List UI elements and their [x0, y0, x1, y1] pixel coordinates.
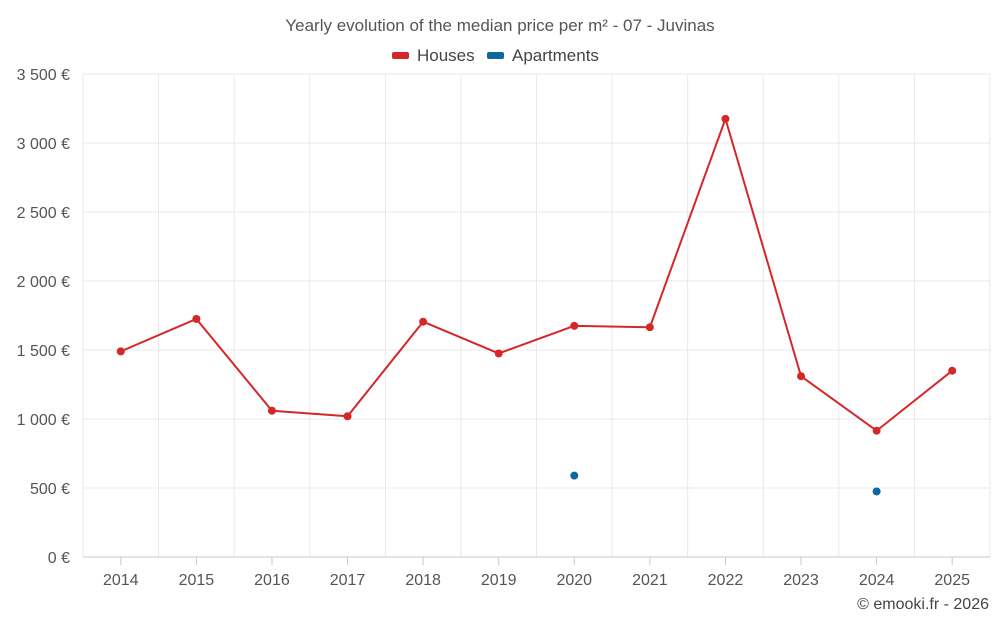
y-tick-label: 3 000 €: [17, 136, 70, 153]
data-point-houses[interactable]: [267, 406, 276, 415]
legend-item-apartments[interactable]: Apartments: [487, 46, 599, 65]
x-tick-label: 2016: [254, 572, 290, 589]
credit-text: © emooki.fr - 2026: [857, 596, 989, 613]
x-tick-label: 2014: [103, 572, 139, 589]
y-tick-label: 1 000 €: [17, 412, 70, 429]
data-point-houses[interactable]: [948, 366, 957, 375]
legend: Houses Apartments: [392, 46, 599, 65]
y-tick-label: 2 500 €: [17, 205, 70, 222]
legend-label-houses: Houses: [417, 46, 475, 65]
chart-title: Yearly evolution of the median price per…: [285, 16, 714, 35]
y-tick-label: 3 500 €: [17, 67, 70, 84]
legend-swatch-apartments: [487, 52, 504, 59]
data-point-houses[interactable]: [494, 349, 503, 358]
data-point-houses[interactable]: [645, 323, 654, 332]
series: [116, 114, 957, 496]
data-point-houses[interactable]: [116, 347, 125, 356]
data-point-houses[interactable]: [419, 317, 428, 326]
x-tick-label: 2017: [330, 572, 366, 589]
grid: [82, 73, 991, 557]
data-point-houses[interactable]: [797, 372, 806, 381]
y-tick-label: 1 500 €: [17, 343, 70, 360]
legend-label-apartments: Apartments: [512, 46, 599, 65]
legend-item-houses[interactable]: Houses: [392, 46, 475, 65]
legend-swatch-houses: [392, 52, 409, 59]
data-point-houses[interactable]: [570, 321, 579, 330]
x-tick-label: 2020: [556, 572, 592, 589]
y-tick-label: 0 €: [48, 550, 70, 567]
x-tick-label: 2023: [783, 572, 819, 589]
data-point-houses[interactable]: [192, 314, 201, 323]
x-tick-label: 2022: [708, 572, 744, 589]
data-point-apartments[interactable]: [570, 471, 579, 480]
series-apartments: [570, 471, 881, 496]
x-tick-label: 2021: [632, 572, 668, 589]
x-tick-label: 2015: [179, 572, 215, 589]
x-tick-label: 2019: [481, 572, 517, 589]
y-tick-label: 500 €: [30, 481, 70, 498]
x-axis: 2014 2015 2016 2017 2018 2019 2020 2021 2022 2023…: [83, 556, 990, 589]
data-point-houses[interactable]: [872, 426, 881, 435]
y-axis: 0 € 500 € 1 000 € 1 500 € 2 000 € 2 500 € 3 00…: [17, 67, 70, 567]
data-point-houses[interactable]: [343, 412, 352, 421]
series-line-houses: [120, 117, 953, 432]
x-tick-label: 2024: [859, 572, 895, 589]
data-point-apartments[interactable]: [872, 487, 881, 496]
series-houses: [116, 114, 957, 435]
data-point-houses[interactable]: [721, 114, 730, 123]
x-tick-label: 2018: [405, 572, 441, 589]
y-tick-label: 2 000 €: [17, 274, 70, 291]
x-tick-label: 2025: [934, 572, 970, 589]
